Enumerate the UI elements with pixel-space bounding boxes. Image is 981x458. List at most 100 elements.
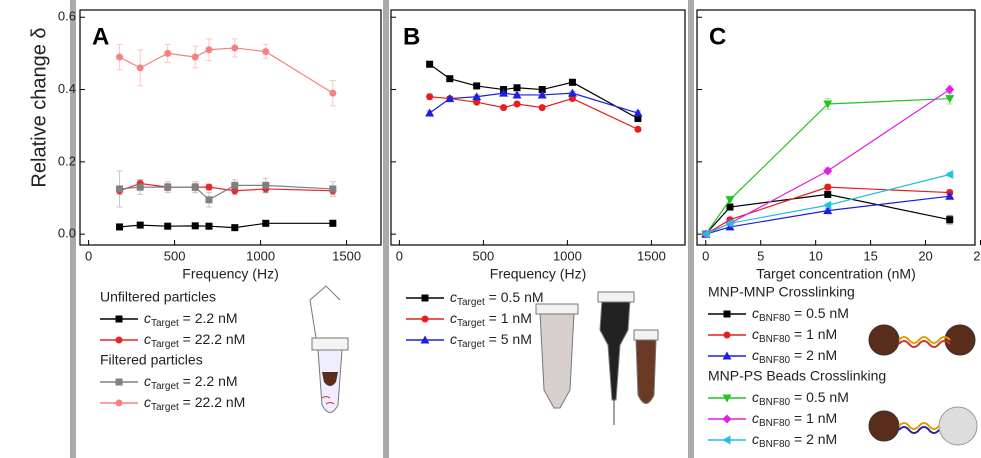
bead-illustration [868, 324, 978, 446]
marker [205, 46, 213, 54]
legend-subscript: Target [151, 318, 179, 329]
legend-symbol: c [752, 389, 759, 405]
series-line [119, 222, 333, 229]
x-tick-label: 1000 [246, 248, 275, 263]
marker [945, 85, 955, 95]
panel-label: B [403, 23, 420, 50]
legend-marker [115, 336, 123, 344]
panel-label: C [709, 23, 726, 50]
legend-marker [723, 331, 731, 339]
plot-frame [696, 9, 976, 246]
series-line [705, 193, 950, 235]
legend-value: = 22.2 nM [179, 331, 246, 347]
legend-subscript: BNF80 [759, 439, 791, 450]
legend-label: cBNF80 = 0.5 nM [752, 305, 849, 324]
separator [688, 0, 694, 458]
marker [205, 183, 213, 191]
y-tick-label: 0.6 [58, 9, 76, 24]
legend-subscript: Target [151, 381, 179, 392]
legend-label: cTarget = 0.5 nM [450, 289, 544, 308]
x-tick-label: 0 [85, 248, 92, 263]
marker [537, 90, 547, 99]
marker [634, 125, 642, 133]
marker [329, 89, 337, 97]
series-line [429, 96, 639, 130]
marker [823, 200, 832, 210]
legend-label: cBNF80 = 2 nM [752, 431, 837, 450]
y-tick-label: 0.2 [58, 153, 76, 168]
legend-value: = 2.2 nM [179, 310, 238, 326]
legend-marker [722, 394, 732, 403]
legend-marker [420, 335, 430, 344]
marker [726, 203, 734, 211]
legend-marker [722, 414, 732, 424]
legend-symbol: c [450, 310, 457, 326]
separator [383, 0, 389, 458]
marker [512, 90, 522, 99]
series-line [429, 92, 639, 114]
series-line [119, 182, 333, 192]
legend-group-title: MNP-MNP Crosslinking [708, 284, 855, 300]
marker [499, 88, 509, 97]
x-tick-label: 0 [396, 248, 403, 263]
marker [205, 222, 213, 230]
series-line [705, 97, 950, 235]
legend-label: cTarget = 1 nM [450, 310, 532, 329]
legend-marker [421, 315, 429, 323]
x-axis-label: Frequency (Hz) [490, 266, 586, 282]
legend-label: cBNF80 = 0.5 nM [752, 389, 849, 408]
legend-symbol: c [450, 331, 457, 347]
marker [136, 183, 144, 191]
legend-subscript: Target [151, 339, 179, 350]
marker [205, 196, 213, 204]
legend-value: = 5 nM [485, 331, 532, 347]
legend-label: cTarget = 2.2 nM [144, 373, 238, 392]
series-line [119, 184, 333, 201]
marker [513, 84, 521, 92]
legend-label: cTarget = 22.2 nM [144, 331, 245, 350]
marker [426, 60, 434, 68]
legend-label: cBNF80 = 1 nM [752, 410, 837, 429]
marker [513, 100, 521, 108]
marker [191, 183, 199, 191]
marker [824, 183, 832, 191]
x-tick-label: 0 [702, 248, 709, 263]
legend-value: = 2 nM [790, 431, 837, 447]
legend-subscript: Target [457, 297, 485, 308]
marker [136, 221, 144, 229]
legend-marker [722, 435, 731, 445]
marker [500, 104, 508, 112]
legend-symbol: c [752, 347, 759, 363]
marker [329, 185, 337, 193]
x-axis-label: Frequency (Hz) [182, 266, 278, 282]
marker [473, 98, 481, 106]
marker [191, 222, 199, 230]
x-tick-label: 15 [863, 248, 877, 263]
series-line [429, 63, 639, 119]
legend-marker [421, 294, 429, 302]
marker [164, 222, 172, 230]
legend-group-title: Filtered particles [100, 352, 203, 368]
legend-label: cBNF80 = 2 nM [752, 347, 837, 366]
legend-value: = 1 nM [790, 326, 837, 342]
marker [472, 92, 482, 101]
marker [538, 104, 546, 112]
legend-symbol: c [752, 410, 759, 426]
marker [426, 93, 434, 101]
x-tick-label: 20 [918, 248, 932, 263]
legend-marker [722, 351, 732, 360]
marker [725, 218, 734, 228]
marker [946, 216, 954, 224]
marker [116, 53, 124, 61]
legend-group-title: Unfiltered particles [100, 289, 216, 305]
legend-subscript: BNF80 [759, 418, 791, 429]
legend-symbol: c [144, 331, 151, 347]
marker [231, 187, 239, 195]
legend-symbol: c [144, 310, 151, 326]
series-line [705, 195, 950, 235]
marker [568, 95, 576, 103]
legend-label: cTarget = 2.2 nM [144, 310, 238, 329]
legend-subscript: BNF80 [759, 355, 791, 366]
marker [262, 181, 270, 189]
